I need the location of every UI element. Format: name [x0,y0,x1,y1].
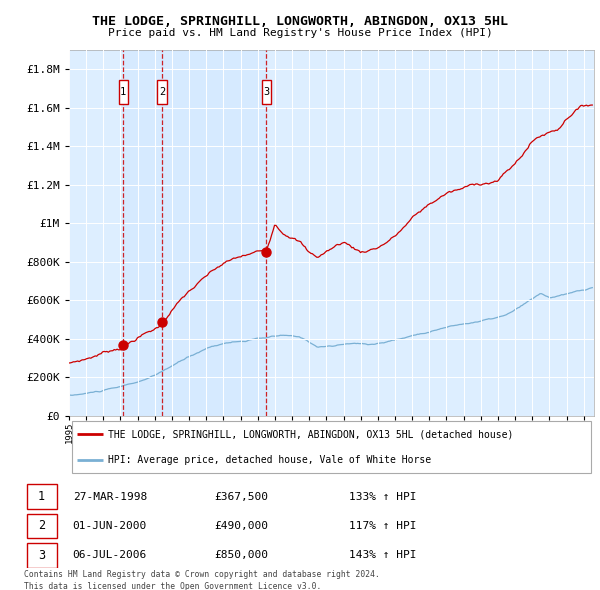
Text: 01-JUN-2000: 01-JUN-2000 [73,521,147,531]
Text: 1: 1 [120,87,127,97]
Text: 27-MAR-1998: 27-MAR-1998 [73,492,147,502]
Text: 3: 3 [38,549,45,562]
Text: HPI: Average price, detached house, Vale of White Horse: HPI: Average price, detached house, Vale… [109,455,431,465]
Text: Price paid vs. HM Land Registry's House Price Index (HPI): Price paid vs. HM Land Registry's House … [107,28,493,38]
FancyBboxPatch shape [26,513,56,538]
Bar [124,50,162,416]
FancyBboxPatch shape [157,80,167,104]
Text: 3: 3 [263,87,269,97]
FancyBboxPatch shape [26,484,56,509]
Text: £490,000: £490,000 [214,521,268,531]
FancyBboxPatch shape [119,80,128,104]
Bar [162,50,266,416]
Text: THE LODGE, SPRINGHILL, LONGWORTH, ABINGDON, OX13 5HL (detached house): THE LODGE, SPRINGHILL, LONGWORTH, ABINGD… [109,429,514,439]
Text: 133% ↑ HPI: 133% ↑ HPI [349,492,416,502]
Text: 143% ↑ HPI: 143% ↑ HPI [349,550,416,560]
FancyBboxPatch shape [26,543,56,568]
Text: 2: 2 [38,519,45,533]
Text: 117% ↑ HPI: 117% ↑ HPI [349,521,416,531]
Text: £367,500: £367,500 [214,492,268,502]
Text: Contains HM Land Registry data © Crown copyright and database right 2024.: Contains HM Land Registry data © Crown c… [24,570,380,579]
FancyBboxPatch shape [71,421,592,473]
FancyBboxPatch shape [262,80,271,104]
Text: 2: 2 [159,87,165,97]
Text: 1: 1 [38,490,45,503]
Text: 06-JUL-2006: 06-JUL-2006 [73,550,147,560]
Text: THE LODGE, SPRINGHILL, LONGWORTH, ABINGDON, OX13 5HL: THE LODGE, SPRINGHILL, LONGWORTH, ABINGD… [92,15,508,28]
Text: £850,000: £850,000 [214,550,268,560]
Text: This data is licensed under the Open Government Licence v3.0.: This data is licensed under the Open Gov… [24,582,321,590]
